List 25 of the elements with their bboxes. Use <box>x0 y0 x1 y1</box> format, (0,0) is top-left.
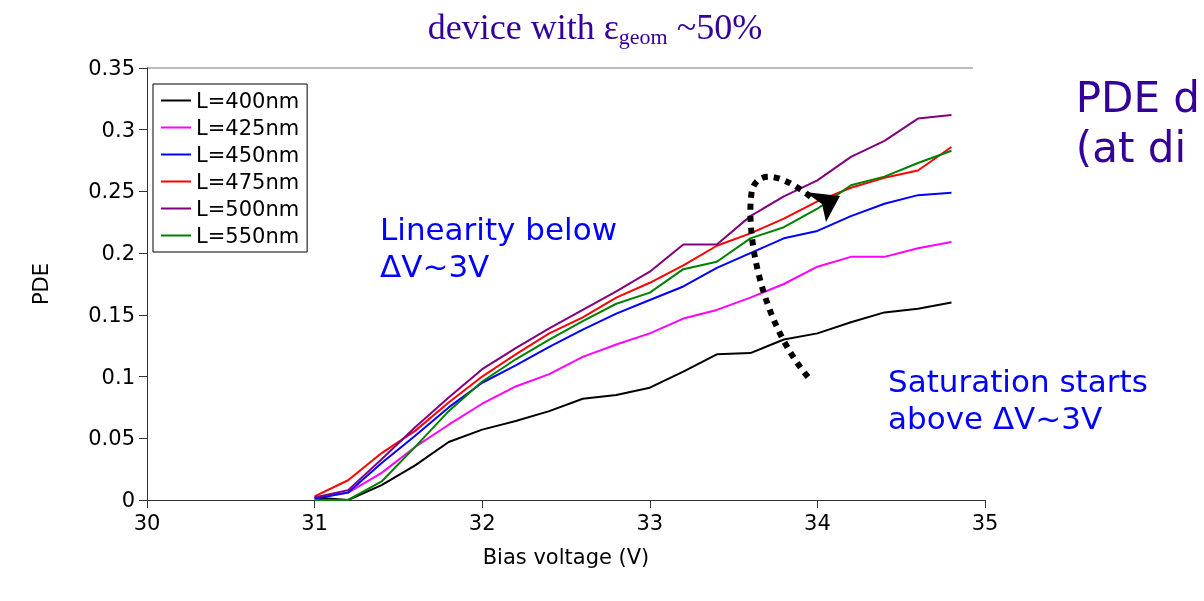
legend-label: L=500nm <box>196 196 300 221</box>
legend-label: L=475nm <box>196 169 300 194</box>
annotation: Linearity below ΔV~3V <box>380 210 617 284</box>
x-tick-label: 35 <box>971 510 999 535</box>
y-tick-label: 0.15 <box>88 302 135 327</box>
legend-label: L=550nm <box>196 223 300 248</box>
legend-label: L=400nm <box>196 88 300 113</box>
x-tick-label: 30 <box>133 510 161 535</box>
legend-label: L=450nm <box>196 142 300 167</box>
y-tick-label: 0.35 <box>88 56 135 80</box>
y-tick-label: 0.1 <box>101 364 135 389</box>
y-axis-title: PDE <box>28 262 53 306</box>
text: PDE d (at di <box>1075 72 1200 173</box>
annotation: Saturation starts above ΔV~3V <box>888 362 1148 436</box>
y-tick-label: 0 <box>121 488 135 512</box>
legend-label: L=425nm <box>196 115 300 140</box>
y-tick-label: 0.2 <box>101 241 135 266</box>
y-tick-label: 0.3 <box>101 117 135 142</box>
x-tick-label: 32 <box>468 510 496 535</box>
x-tick-label: 33 <box>636 510 664 535</box>
x-tick-label: 34 <box>804 510 831 535</box>
x-axis-title: Bias voltage (V) <box>482 544 650 569</box>
y-tick-label: 0.05 <box>88 426 135 451</box>
y-tick-label: 0.25 <box>88 179 135 204</box>
x-tick-label: 31 <box>301 510 328 535</box>
